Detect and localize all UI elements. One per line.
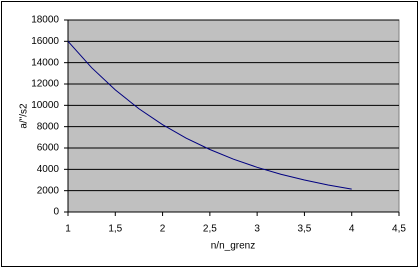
y-tick-label: 2000 [37,185,60,196]
x-tick-label: 1,5 [108,224,122,235]
x-tick-label: 1 [65,224,71,235]
x-tick-label: 3,5 [297,224,311,235]
y-tick-label: 16000 [31,36,59,47]
y-tick-label: 12000 [31,79,59,90]
data-line [67,40,352,190]
y-tick-label: 14000 [31,57,59,68]
y-axis-title: a/"/s2 [19,103,30,129]
plot-area [67,19,400,213]
y-tick-label: 8000 [37,121,60,132]
x-tick-label: 2 [160,224,166,235]
x-axis-title: n/n_grenz [211,241,255,252]
y-tick-label: 10000 [31,100,59,111]
y-tick-label: 4000 [37,164,60,175]
x-tick-label: 2,5 [203,224,217,235]
y-tick-label: 18000 [31,15,59,26]
x-tick-label: 4,5 [392,224,406,235]
y-tick-label: 0 [53,207,59,218]
x-tick-label: 3 [254,224,260,235]
x-tick-label: 4 [349,224,355,235]
y-tick-label: 6000 [37,143,60,154]
